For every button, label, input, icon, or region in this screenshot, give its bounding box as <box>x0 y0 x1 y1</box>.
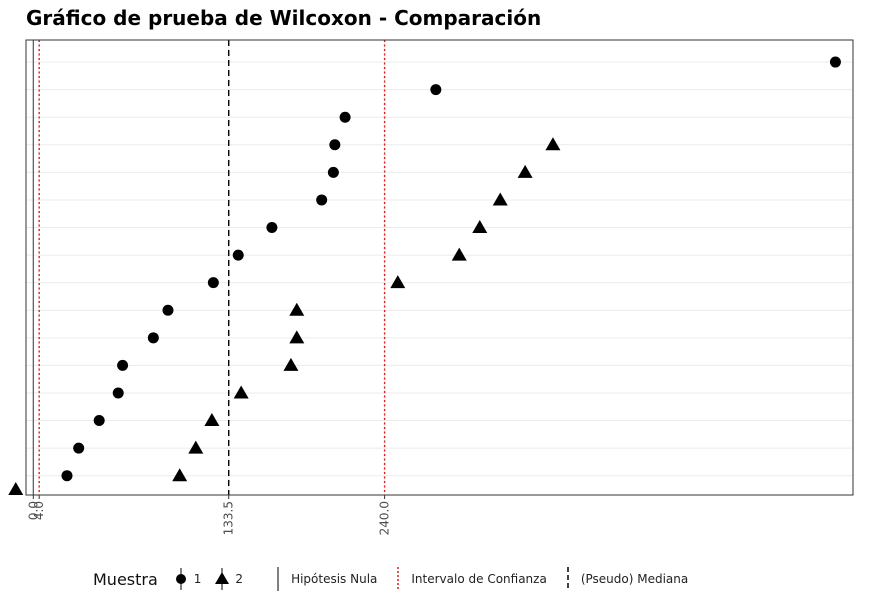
data-point-series-1 <box>112 387 124 399</box>
data-point-series-1 <box>73 442 85 454</box>
legend-entry-pseudo-median: (Pseudo) Mediana <box>559 566 688 592</box>
x-tick-label: 4.0 <box>32 501 46 520</box>
legend-label-series-1: 1 <box>193 572 202 586</box>
data-point-series-1 <box>430 84 442 96</box>
legend-entry-series-2: 2 <box>213 568 243 590</box>
data-point-series-2 <box>289 302 305 316</box>
data-point-series-1 <box>829 56 841 68</box>
legend-label-confidence-interval: Intervalo de Confianza <box>411 572 547 586</box>
legend-entry-series-1: 1 <box>172 568 202 590</box>
data-point-series-1 <box>316 194 328 206</box>
data-point-series-2 <box>451 247 467 261</box>
data-point-series-1 <box>327 166 339 178</box>
data-point-series-1 <box>147 332 159 344</box>
plot-border <box>25 39 854 496</box>
data-point-series-2 <box>492 192 508 206</box>
x-tick-label: 240.0 <box>378 501 392 535</box>
legend-dashed-line <box>567 567 569 591</box>
plot-panel <box>26 40 853 495</box>
legend-label-pseudo-median: (Pseudo) Mediana <box>580 572 689 586</box>
chart-legend: Muestra 1 2 Hipótesis Nula Intervalo de … <box>93 566 700 592</box>
data-point-series-1 <box>61 470 73 482</box>
legend-triangle-marker <box>215 568 230 590</box>
legend-dotted-line <box>397 567 400 591</box>
data-point-series-1 <box>162 304 174 316</box>
data-point-series-2 <box>8 481 24 495</box>
legend-circle-marker <box>175 568 186 590</box>
legend-entry-confidence-interval: Intervalo de Confianza <box>389 566 547 592</box>
data-point-series-1 <box>117 359 129 371</box>
legend-label-null-hypothesis: Hipótesis Nula <box>291 572 378 586</box>
data-point-series-2 <box>172 468 188 482</box>
data-point-series-1 <box>329 139 341 151</box>
data-point-series-2 <box>390 275 406 289</box>
data-point-series-2 <box>289 330 305 344</box>
data-point-series-2 <box>472 220 488 234</box>
data-point-series-1 <box>93 415 105 427</box>
data-point-series-1 <box>232 249 244 261</box>
data-point-series-2 <box>517 164 533 178</box>
data-point-series-2 <box>283 357 299 371</box>
data-point-series-1 <box>339 111 351 123</box>
x-tick-label: 0.0 <box>26 501 40 520</box>
chart-plot: 0.04.0 133.5 240.0 <box>8 39 854 535</box>
data-point-series-2 <box>545 137 561 151</box>
chart-title: Gráfico de prueba de Wilcoxon - Comparac… <box>26 6 542 30</box>
data-point-series-1 <box>207 277 219 289</box>
legend-label-series-2: 2 <box>235 572 244 586</box>
data-point-series-2 <box>204 413 220 427</box>
data-point-series-2 <box>233 385 249 399</box>
legend-solid-line <box>277 567 279 591</box>
legend-title: Muestra <box>93 569 158 589</box>
data-point-series-2 <box>188 440 204 454</box>
data-point-series-1 <box>266 222 278 234</box>
x-tick-label: 133.5 <box>222 501 236 535</box>
legend-entry-null-hypothesis: Hipótesis Nula <box>269 566 377 592</box>
